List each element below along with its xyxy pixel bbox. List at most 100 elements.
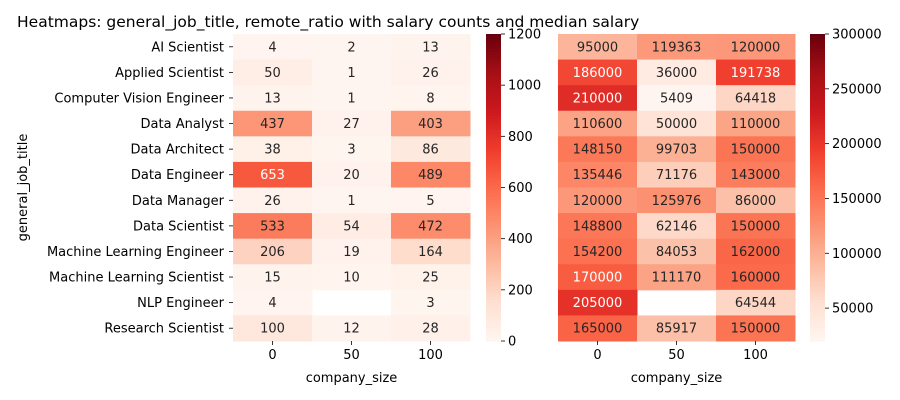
colorbar-gradient-band: [486, 34, 501, 38]
cell-label: 4: [268, 40, 276, 55]
colorbar-gradient-band: [810, 177, 825, 181]
colorbar-tick-label: 1200: [508, 28, 541, 43]
x-axis-label: company_size: [631, 371, 723, 386]
colorbar-gradient-band: [810, 105, 825, 109]
cell-label: 162000: [731, 245, 781, 260]
colorbar-gradient-band: [810, 36, 825, 40]
y-tick-label: Data Engineer: [131, 168, 225, 183]
heatmap-cell: [637, 85, 717, 112]
colorbar-gradient-band: [486, 110, 501, 114]
colorbar-gradient-band: [486, 269, 501, 273]
colorbar-gradient-band: [810, 251, 825, 255]
heatmap-cell: [233, 238, 313, 265]
colorbar-gradient-band: [486, 77, 501, 81]
colorbar-gradient-band: [810, 246, 825, 250]
heatmap-cell: [233, 264, 313, 291]
colorbar-gradient-band: [810, 292, 825, 296]
cell-label: 653: [260, 168, 285, 183]
colorbar-gradient-band: [810, 205, 825, 209]
colorbar-gradient-band: [810, 271, 825, 276]
colorbar-gradient-band: [810, 207, 825, 212]
heatmap-cell: [716, 187, 796, 214]
colorbar-gradient-band: [810, 95, 825, 99]
heatmap-cell: [558, 110, 638, 137]
colorbar-gradient-band: [486, 154, 501, 158]
colorbar-gradient-band: [486, 202, 501, 207]
colorbar-gradient-band: [810, 261, 825, 265]
colorbar-gradient-band: [810, 277, 825, 281]
colorbar-gradient-band: [810, 218, 825, 222]
colorbar-gradient-band: [810, 151, 825, 155]
colorbar-gradient-band: [810, 144, 825, 148]
colorbar-gradient-band: [486, 241, 501, 245]
colorbar-gradient-band: [486, 300, 501, 304]
cell-label: 154200: [573, 245, 623, 260]
colorbar-gradient-band: [486, 118, 501, 122]
colorbar-gradient-band: [486, 197, 501, 201]
heatmap-cell: [391, 85, 471, 112]
colorbar-gradient-band: [486, 72, 501, 76]
colorbar-gradient-band: [486, 41, 501, 45]
heatmap-cell: [391, 136, 471, 163]
colorbar-gradient-band: [486, 57, 501, 61]
y-tick-label: Machine Learning Engineer: [47, 245, 225, 260]
colorbar-gradient-band: [486, 192, 501, 196]
colorbar-tick-label: 800: [508, 130, 533, 145]
cell-label: 164: [418, 245, 443, 260]
colorbar-gradient-band: [810, 80, 825, 84]
cell-label: 71176: [656, 168, 697, 183]
heatmap-cell: [391, 34, 471, 61]
colorbar-gradient-band: [810, 323, 825, 327]
colorbar-gradient-band: [810, 85, 825, 89]
heatmap-cell: [312, 85, 392, 112]
colorbar-gradient-band: [810, 220, 825, 224]
colorbar-gradient-band: [486, 328, 501, 332]
heatmap-cell: [637, 213, 717, 240]
colorbar-gradient-band: [486, 233, 501, 237]
colorbar-gradient-band: [810, 128, 825, 132]
heatmap-cell: [716, 238, 796, 265]
colorbar-gradient-band: [486, 177, 501, 181]
colorbar-gradient-band: [810, 213, 825, 217]
colorbar-gradient-band: [810, 197, 825, 201]
heatmap-cell: [233, 59, 313, 86]
colorbar-gradient-band: [810, 174, 825, 178]
y-tick-label: Data Scientist: [133, 219, 224, 234]
heatmap-cell: [312, 187, 392, 214]
colorbar-gradient-band: [486, 123, 501, 127]
cell-label: 205000: [573, 296, 623, 311]
cell-label: 28: [422, 322, 439, 337]
y-tick-label: Machine Learning Scientist: [49, 271, 224, 286]
y-tick-label: Data Analyst: [141, 117, 224, 132]
cell-label: 120000: [731, 40, 781, 55]
colorbar-gradient-band: [486, 287, 501, 291]
cell-label: 210000: [573, 91, 623, 106]
colorbar-gradient-band: [486, 115, 501, 120]
cell-label: 150000: [731, 143, 781, 158]
colorbar-gradient-band: [486, 59, 501, 63]
heatmap-cell: [312, 34, 392, 61]
cell-label: 86000: [735, 194, 776, 209]
colorbar-gradient-band: [486, 187, 501, 191]
colorbar-gradient-band: [810, 302, 825, 306]
colorbar-gradient-band: [810, 330, 825, 334]
colorbar-gradient-band: [486, 51, 501, 56]
colorbar-gradient-band: [486, 69, 501, 73]
colorbar-tick-label: 100000: [832, 247, 882, 262]
colorbar-gradient-band: [810, 264, 825, 268]
heatmap-cell: [558, 213, 638, 240]
colorbar-gradient-band: [810, 90, 825, 94]
colorbar-gradient-band: [486, 320, 501, 324]
cell-label: 100: [260, 322, 285, 337]
heatmap-cell: [637, 136, 717, 163]
cell-label: 8: [426, 91, 434, 106]
cell-label: 2: [347, 40, 355, 55]
heatmap-cell: [637, 187, 717, 214]
colorbar-gradient-band: [486, 46, 501, 50]
heatmap-cell: [558, 264, 638, 291]
heatmap-cell: [391, 289, 471, 316]
cell-label: 472: [418, 219, 443, 234]
colorbar-gradient-band: [810, 87, 825, 91]
colorbar-gradient-band: [486, 213, 501, 217]
